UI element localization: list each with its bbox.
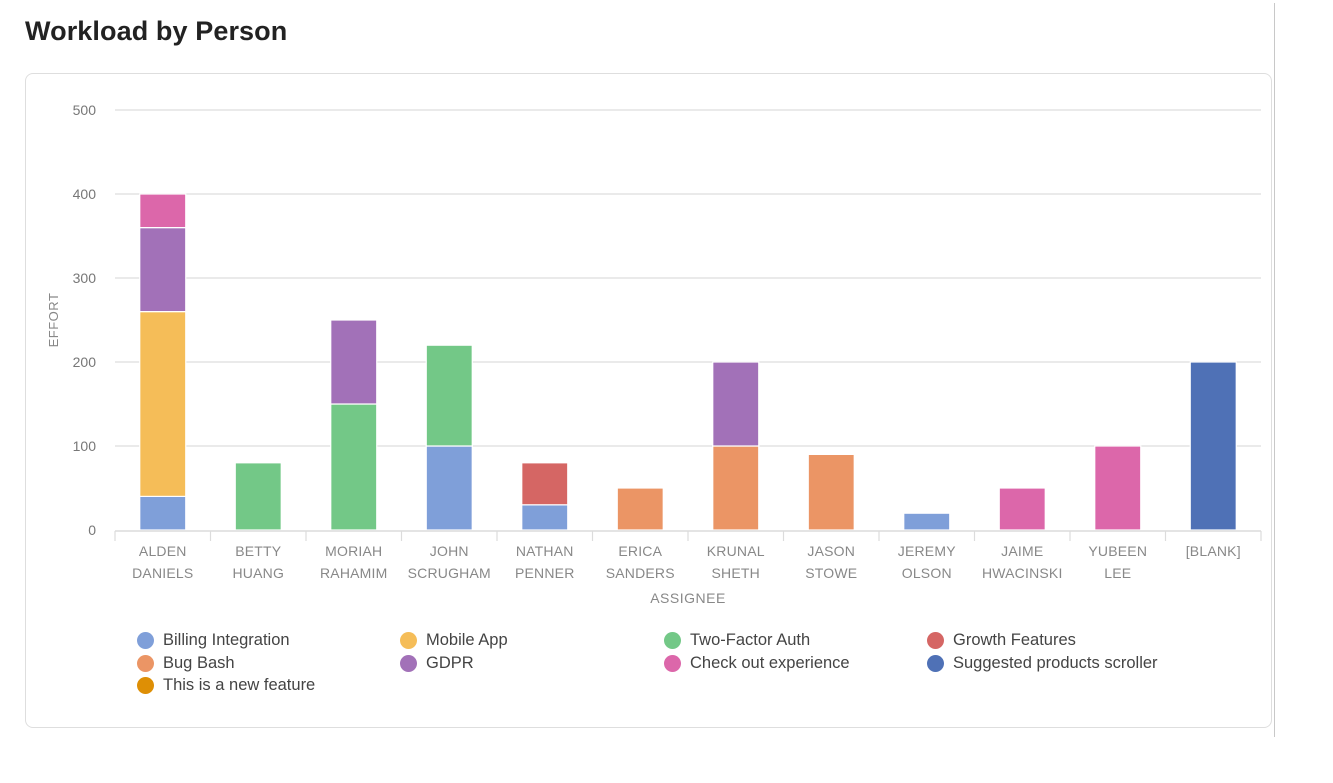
x-tick-label: BETTY [235,543,282,559]
panel-divider [1274,3,1275,737]
bar-segment[interactable] [330,319,378,405]
x-tick-label: [BLANK] [1186,543,1241,559]
legend-item[interactable]: Check out experience [664,654,850,673]
bar-segment[interactable] [521,504,569,531]
y-tick-label: 400 [73,186,97,202]
legend-swatch-icon [400,632,417,649]
x-tick-label: SANDERS [606,565,675,581]
bar-segment[interactable] [807,453,855,531]
y-axis-ticks: 0 100 200 300 400 500 [73,102,97,538]
bar-segment[interactable] [1189,361,1237,531]
legend-swatch-icon [664,654,681,672]
y-tick-label: 500 [73,102,97,118]
legend-swatch-icon [137,632,154,649]
bars [139,193,1237,531]
bar-segment[interactable] [425,445,473,531]
x-tick-label: PENNER [515,565,575,581]
x-tick-label: HWACINSKI [982,565,1063,581]
legend-label: Two-Factor Auth [690,631,811,649]
legend-swatch-icon [137,654,154,672]
x-tick-label: ALDEN [139,543,187,559]
x-tick-label: YUBEEN [1088,543,1147,559]
legend-item[interactable]: This is a new feature [137,676,315,695]
y-axis-title: EFFORT [46,293,61,348]
x-axis: ALDEN DANIELS BETTY HUANG MORIAH RAHAMIM JOHN S… [114,530,1262,581]
legend-label: Mobile App [426,631,508,649]
legend-swatch-icon [927,654,944,672]
bar-segment[interactable] [139,311,187,498]
x-tick-label: MORIAH [325,543,382,559]
bar-segment[interactable] [330,403,378,531]
x-tick-label: JEREMY [898,543,956,559]
legend-label: Check out experience [690,653,850,672]
bar-segment[interactable] [234,462,282,531]
x-tick-label: ERICA [618,543,662,559]
bar-segment[interactable] [139,495,187,531]
x-tick-label: SHETH [712,565,760,581]
legend-swatch-icon [400,654,417,672]
y-tick-label: 0 [88,522,96,538]
legend-item[interactable]: Two-Factor Auth [664,631,810,650]
x-tick-label: LEE [1104,565,1131,581]
bar-segment[interactable] [1094,445,1142,531]
legend-item[interactable]: Billing Integration [137,631,290,650]
legend-label: Bug Bash [163,653,235,672]
legend-item[interactable]: Bug Bash [137,654,235,673]
x-tick-label: JAIME [1001,543,1043,559]
x-tick-label: JOHN [430,543,469,559]
bar-segment[interactable] [521,462,569,506]
x-tick-label: DANIELS [132,565,193,581]
page-title: Workload by Person [25,16,288,46]
bar-segment[interactable] [712,361,760,447]
y-tick-label: 100 [73,438,97,454]
bar-segment[interactable] [712,445,760,531]
x-tick-label: JASON [807,543,855,559]
bar-segment[interactable] [139,227,187,313]
legend-label: This is a new feature [163,676,316,694]
legend-label: Suggested products scroller [953,653,1158,672]
legend-label: Growth Features [953,631,1076,649]
x-axis-title: ASSIGNEE [650,590,726,606]
y-tick-label: 300 [73,270,97,286]
legend-label: Billing Integration [163,631,290,649]
chart-card [25,73,1272,728]
x-tick-label: HUANG [232,565,284,581]
x-tick-label: RAHAMIM [320,565,388,581]
x-tick-label: STOWE [805,565,857,581]
legend-swatch-icon [137,677,154,694]
x-tick-label: OLSON [902,565,952,581]
legend-swatch-icon [664,632,681,649]
legend-item[interactable]: Mobile App [400,631,508,650]
legend-swatch-icon [927,632,944,649]
x-tick-label: KRUNAL [707,543,765,559]
bar-segment[interactable] [903,512,951,531]
bar-segment[interactable] [425,344,473,447]
grid-lines [115,109,1261,447]
legend-item[interactable]: Growth Features [927,631,1076,650]
bar-segment[interactable] [616,487,664,531]
x-tick-label: SCRUGHAM [408,565,491,581]
legend-label: GDPR [426,653,474,672]
y-tick-label: 200 [73,354,97,370]
legend-item[interactable]: Suggested products scroller [927,654,1158,673]
x-tick-label: NATHAN [516,543,574,559]
bar-segment[interactable] [998,487,1046,531]
bar-segment[interactable] [139,193,187,229]
legend-item[interactable]: GDPR [400,654,474,673]
